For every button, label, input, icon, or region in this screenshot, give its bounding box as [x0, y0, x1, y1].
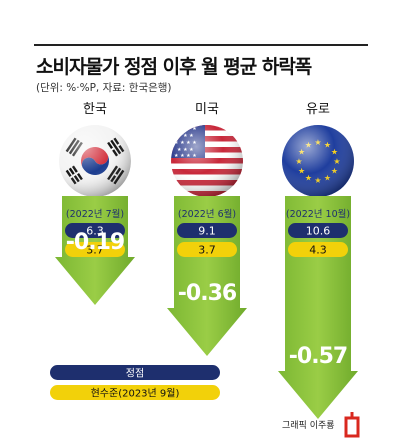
- peak-value-us: 9.1: [198, 225, 216, 238]
- us-flag-icon: ★ ★ ★ ★ ★ ★ ★ ★ ★ ★ ★ ★ ★ ★ ★ ★ ★ ★: [171, 125, 243, 197]
- current-value-korea: 3.7: [86, 244, 104, 257]
- peak-badge-euro: [288, 223, 348, 238]
- current-value-us: 3.7: [198, 244, 216, 257]
- peak-value-korea: 6.3: [86, 225, 104, 238]
- title-rule: [34, 44, 368, 46]
- peak-badge-us: [177, 223, 237, 238]
- drop-label-us: -0.36: [178, 281, 237, 306]
- drop-label-euro: -0.57: [289, 344, 347, 369]
- chart-title: 소비자물가 정점 이후 월 평균 하락폭: [36, 56, 312, 78]
- legend-current-swatch: [50, 385, 220, 400]
- legend-peak-label: 정점: [126, 368, 144, 380]
- legend-current-label: 현수준(2023년 9월): [91, 388, 180, 400]
- current-badge-korea: [65, 242, 125, 257]
- peak-date-euro: (2022년 10월): [286, 208, 350, 220]
- category-label-us: 미국: [195, 102, 219, 117]
- chart-subtitle: (단위: %·%P, 자료: 한국은행): [36, 82, 172, 94]
- category-label-korea: 한국: [83, 102, 107, 117]
- current-badge-us: [177, 242, 237, 257]
- peak-value-euro: 10.6: [306, 225, 331, 238]
- peak-date-korea: (2022년 7월): [66, 208, 124, 220]
- credit-text: 그래픽 이주룡: [282, 421, 335, 431]
- arrow-us: [167, 196, 247, 356]
- current-value-euro: 4.3: [309, 244, 327, 257]
- category-label-euro: 유로: [306, 102, 330, 117]
- drop-label-korea: -0.19: [66, 230, 124, 255]
- legend: 정점 현수준(2023년 9월): [50, 365, 220, 400]
- peak-date-us: (2022년 6월): [178, 208, 236, 220]
- current-badge-euro: [288, 242, 348, 257]
- eu-flag-icon: ★★★★★★★★★★★★: [282, 125, 354, 197]
- korea-flag-icon: [59, 125, 131, 197]
- legend-peak-swatch: [50, 365, 220, 380]
- credit-logo-icon: [344, 412, 360, 438]
- peak-badge-korea: [65, 223, 125, 238]
